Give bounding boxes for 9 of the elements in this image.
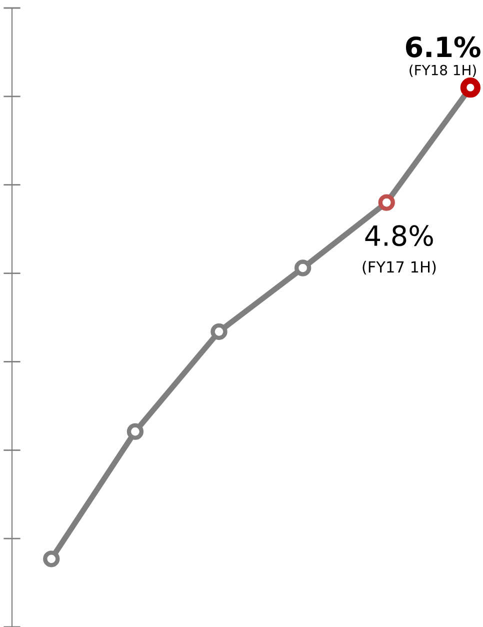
point <box>210 323 228 340</box>
point <box>126 423 144 440</box>
data-label: 4.8% <box>365 225 433 246</box>
annotation: (FY18 1H) <box>410 64 476 77</box>
point <box>378 194 395 211</box>
point <box>294 260 312 276</box>
point <box>43 550 60 568</box>
annotation: (FY17 1H) <box>362 260 436 275</box>
data-label: 6.1% <box>406 36 480 58</box>
